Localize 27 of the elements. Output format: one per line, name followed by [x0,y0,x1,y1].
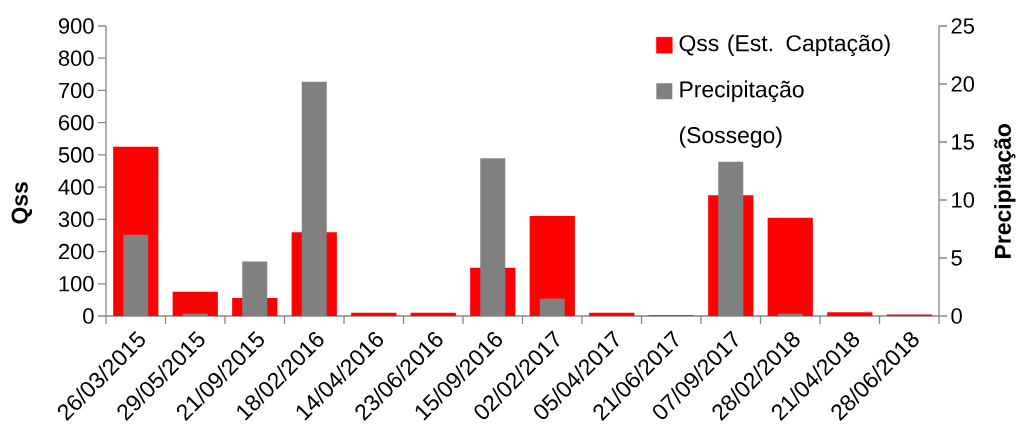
bar [172,291,218,316]
y-tick-label: 100 [59,276,94,292]
bar [767,217,813,316]
y2-tick-label: 25 [951,18,974,34]
bar [827,312,873,316]
y-tick-label: 400 [58,179,94,195]
bar [410,312,456,316]
legend-label: Precipitação (Sossego) [679,80,804,148]
y2-tick-label: 5 [951,250,962,266]
y-tick-label: 300 [58,211,94,228]
y-tick-label: 700 [59,82,94,99]
y2-tick-label: 15 [952,134,974,150]
y-tick-label: 600 [59,114,94,131]
y-tick-label: 0 [83,308,94,324]
bar [529,216,575,316]
legend-label: Qss (Est. Captação) [679,34,890,56]
y-axis-title: Qss [11,182,33,224]
y2-tick-label: 0 [951,308,962,324]
y-tick-label: 900 [58,18,94,34]
y-tick-label: 200 [59,243,94,260]
y2-tick-label: 10 [952,192,975,208]
y2-tick-label: 20 [951,76,975,92]
y-tick-label: 800 [58,50,94,66]
y-tick-label: 500 [58,147,94,163]
y2-axis-title: Precipitação [994,124,1016,258]
bar [351,312,397,316]
bar [589,312,635,316]
